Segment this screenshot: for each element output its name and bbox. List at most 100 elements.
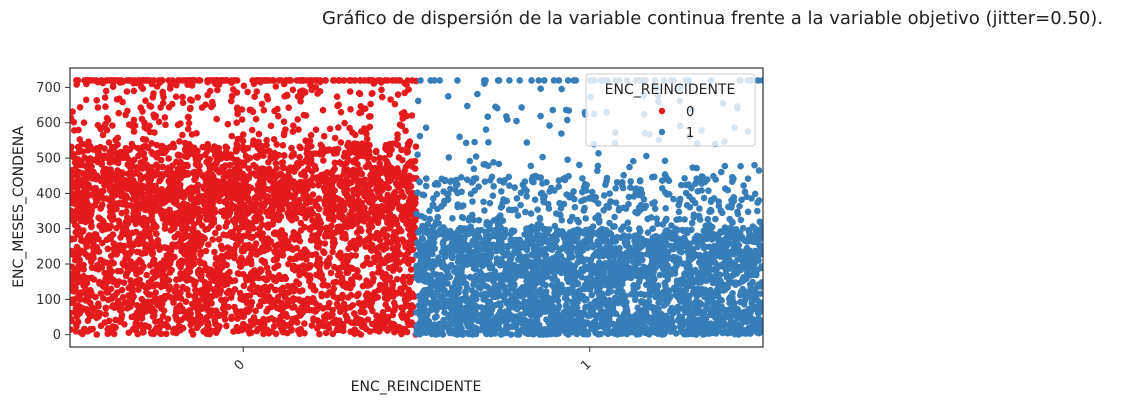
series-0-point (156, 195, 164, 203)
series-0-point (329, 248, 336, 256)
series-0-point (237, 211, 245, 218)
series-0-point (239, 170, 247, 178)
series-0-point (187, 310, 195, 318)
series-0-point (126, 242, 133, 249)
series-0-point (361, 309, 368, 316)
series-0-point (354, 168, 362, 175)
series-0-point (175, 317, 182, 324)
series-0-point (202, 226, 209, 233)
series-0-point (147, 208, 154, 215)
series-0-point (161, 114, 169, 121)
series-0-point (124, 267, 132, 275)
series-0-point (144, 291, 152, 298)
series-0-point (205, 271, 213, 279)
series-0-point (363, 130, 370, 138)
series-0-point (274, 293, 282, 301)
series-0-point (201, 174, 209, 182)
series-0-point (214, 86, 221, 94)
series-0-point (213, 166, 220, 173)
series-0-point (122, 255, 129, 263)
series-0-point (95, 214, 102, 221)
series-0-point (303, 178, 310, 186)
series-0-point (410, 202, 417, 209)
series-0-point (307, 237, 315, 244)
series-0-point (85, 191, 92, 198)
series-0-point (158, 305, 165, 313)
series-0-point (381, 276, 389, 283)
series-0-point (289, 233, 296, 241)
series-0-point (314, 77, 321, 84)
series-0-point (76, 136, 84, 143)
series-0-point (293, 244, 301, 252)
series-0-point (357, 103, 365, 110)
series-0-point (403, 174, 410, 181)
series-0-point (318, 143, 326, 150)
series-0-point (94, 261, 101, 269)
series-0-point (367, 260, 375, 267)
series-0-point (299, 309, 307, 316)
series-0-point (220, 174, 228, 181)
series-0-point (262, 198, 270, 206)
series-0-point (220, 207, 228, 214)
series-0-point (355, 240, 363, 248)
series-0-point (277, 198, 285, 205)
series-0-point (108, 198, 116, 205)
series-0-point (322, 193, 330, 201)
series-0-point (228, 315, 235, 323)
series-0-point (239, 245, 246, 252)
series-0-point (359, 140, 366, 147)
series-0-point (321, 233, 329, 240)
series-0-point (304, 157, 312, 164)
series-0-point (216, 323, 223, 330)
series-0-point (81, 215, 89, 223)
series-0-point (79, 148, 87, 155)
series-0-point (143, 271, 150, 279)
series-0-point (319, 281, 327, 289)
series-0-point (291, 185, 299, 193)
series-0-point (287, 164, 294, 171)
series-0-point (334, 295, 341, 303)
series-0-point (153, 141, 161, 149)
series-0-point (216, 180, 223, 187)
series-0-point (401, 89, 409, 97)
series-0-point (130, 116, 138, 124)
series-0-point (153, 300, 161, 307)
series-0-point (304, 295, 312, 303)
series-0-point (93, 244, 101, 251)
series-0-point (93, 331, 100, 338)
series-0-point (248, 250, 255, 258)
series-0-point (211, 248, 218, 256)
series-0-point (370, 156, 378, 163)
series-0-point (193, 172, 200, 179)
series-0-point (70, 179, 74, 186)
series-0-point (185, 291, 193, 299)
series-0-point (172, 312, 179, 320)
series-0-point (331, 159, 339, 167)
series-0-point (97, 204, 105, 211)
series-0-point (254, 325, 262, 333)
series-0-point (382, 315, 390, 323)
series-0-point (329, 173, 337, 181)
series-0-point (327, 269, 335, 277)
series-0-point (212, 229, 219, 237)
series-0-point (383, 162, 391, 170)
series-0-point (346, 198, 354, 206)
series-0-point (177, 120, 184, 127)
series-0-point (234, 110, 241, 118)
series-0-point (376, 204, 384, 211)
series-0-point (409, 303, 417, 311)
series-0-point (367, 220, 374, 228)
series-0-point (359, 180, 366, 187)
series-0-point (110, 325, 118, 332)
series-0-point (159, 300, 166, 308)
series-0-point (172, 93, 180, 100)
series-0-point (290, 122, 297, 129)
series-0-point (70, 309, 74, 317)
series-0-point (204, 320, 211, 328)
series-0-point (145, 197, 153, 205)
series-0-point (400, 239, 408, 246)
series-0-point (169, 77, 176, 84)
series-0-point (142, 225, 150, 233)
series-0-point (91, 306, 98, 314)
series-0-point (274, 262, 282, 269)
